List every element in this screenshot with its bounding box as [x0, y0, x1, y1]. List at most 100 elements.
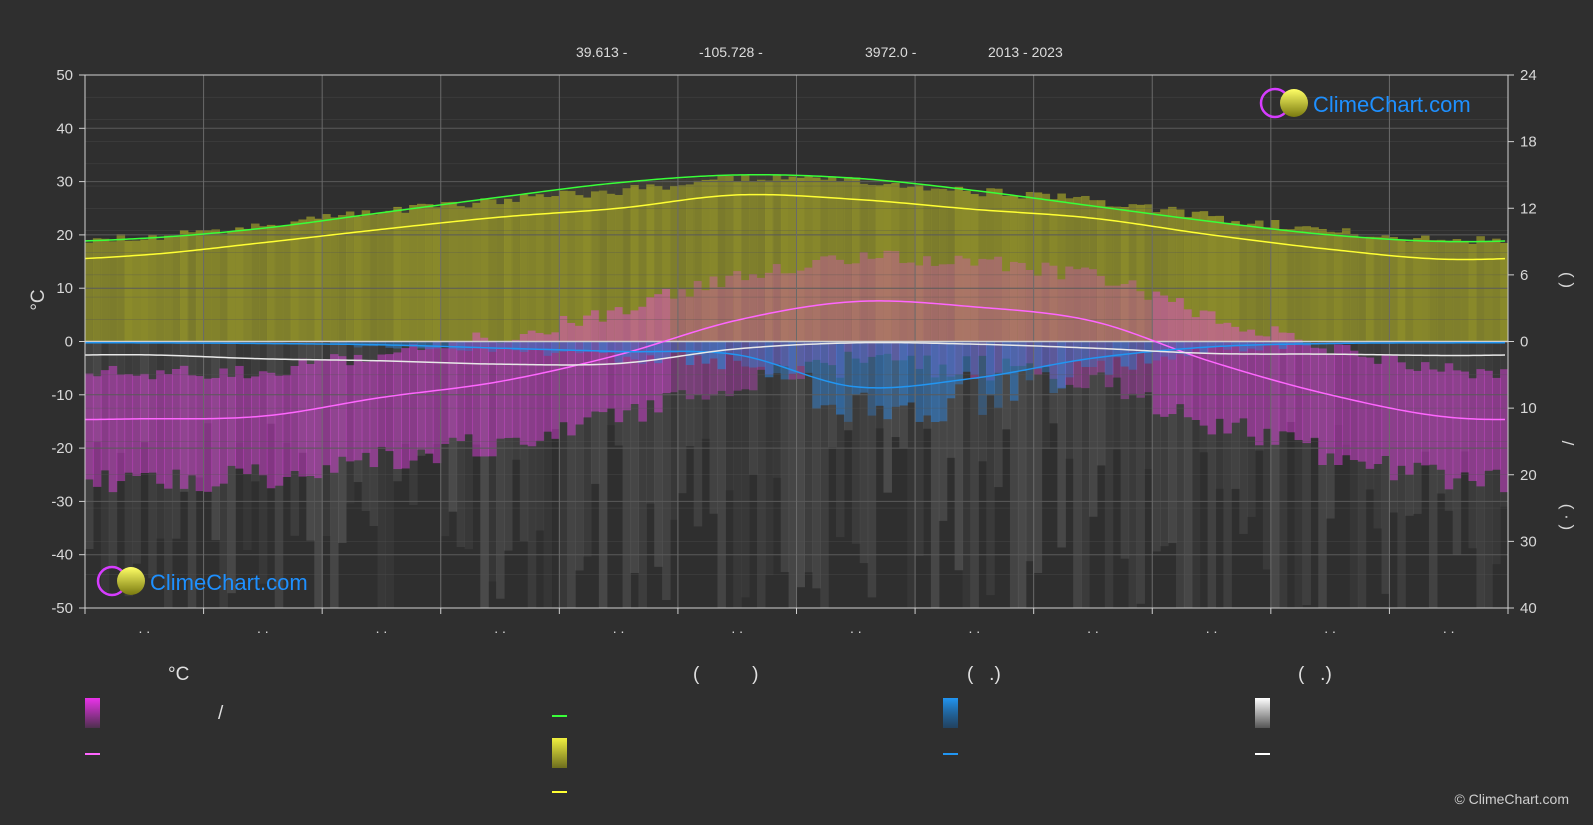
rain-bar: [1270, 341, 1280, 345]
precip-texture-bar: [994, 341, 1003, 488]
precip-texture-bar: [1373, 341, 1383, 529]
rain-bar: [1215, 341, 1224, 347]
precip-texture-bar: [401, 341, 410, 444]
precip-texture-bar: [1136, 341, 1145, 604]
temp-range-bar: [1341, 344, 1351, 456]
precip-texture-bar: [1144, 341, 1153, 470]
header-longitude: -105.728 -: [699, 44, 763, 60]
temp-range-bar: [1373, 363, 1383, 465]
sunshine-bar: [883, 184, 892, 342]
temp-range-bar: [899, 263, 908, 361]
precip-texture-bar: [1199, 341, 1209, 453]
temp-range-bar: [630, 310, 639, 405]
sunshine-bar: [1310, 227, 1319, 342]
sunshine-bar: [100, 238, 110, 342]
temp-range-bar: [780, 273, 790, 367]
sunshine-bar: [1413, 238, 1422, 342]
rain-bar: [986, 341, 995, 396]
precip-texture-bar: [662, 341, 671, 601]
rain-bar: [1136, 341, 1145, 353]
temp-range-bar: [1191, 317, 1201, 421]
precip-texture-bar: [258, 341, 268, 584]
temp-range-bar: [1199, 310, 1209, 426]
rain-bar: [836, 341, 845, 415]
sunshine-bar: [1002, 195, 1011, 342]
legend-sun-header: ( ): [693, 664, 759, 685]
sunshine-bar: [756, 179, 766, 342]
precip-texture-bar: [211, 341, 220, 541]
logo-text: ClimeChart.com: [1313, 92, 1471, 117]
temp-range-bar: [606, 310, 616, 409]
precip-texture-bar: [1191, 341, 1201, 608]
sunshine-bar: [1168, 206, 1177, 342]
sunshine-bar: [1302, 226, 1311, 342]
sunshine-bar: [1278, 229, 1288, 342]
temp-range-bar: [1152, 291, 1161, 415]
temp-range-bar: [1452, 370, 1462, 479]
sunshine-bar: [693, 180, 703, 342]
rain-bar: [527, 341, 537, 349]
temp-range-bar: [867, 258, 877, 357]
temp-range-bar: [1484, 370, 1493, 471]
sunshine-bar: [1144, 204, 1153, 342]
sunshine-bar: [1500, 242, 1508, 342]
precip-texture-bar: [503, 341, 513, 551]
sunshine-bar: [1357, 237, 1367, 342]
precip-texture-bar: [583, 341, 592, 557]
sunshine-bar: [1065, 198, 1074, 342]
rain-bar: [567, 341, 576, 351]
sunshine-bar: [156, 239, 165, 342]
precip-texture-bar: [646, 341, 655, 504]
sunshine-bar: [306, 216, 315, 342]
sunshine-bar: [1025, 191, 1035, 342]
sunshine-bar: [1444, 240, 1454, 342]
x-tick-label: . .: [494, 620, 506, 636]
temp-range-bar: [156, 370, 165, 484]
rain-bar: [456, 341, 466, 351]
temp-range-bar: [361, 361, 371, 453]
sunshine-bar: [1207, 216, 1217, 342]
sunshine-bar: [377, 212, 387, 342]
sunshine-bar: [590, 191, 600, 342]
sunshine-bar: [282, 225, 292, 342]
sunshine-bar: [1389, 237, 1398, 342]
precip-texture-bar: [891, 341, 900, 438]
temp-range-bar: [875, 258, 885, 356]
temp-range-bar: [195, 376, 205, 492]
legend-temp-header: °C: [168, 664, 190, 685]
precip-texture-bar: [298, 341, 307, 453]
sunshine-bar: [820, 179, 829, 342]
sunshine-bar: [978, 196, 987, 342]
rain-bar: [535, 341, 545, 349]
precip-texture-bar: [290, 341, 300, 536]
temp-range-bar: [124, 374, 134, 473]
sunshine-bar: [1073, 196, 1082, 342]
rain-bar: [464, 341, 473, 351]
precip-texture-bar: [140, 341, 149, 443]
copyright: © ClimeChart.com: [1454, 791, 1569, 807]
temp-range-bar: [1160, 295, 1169, 417]
rain-bar: [345, 341, 355, 345]
precip-texture-bar: [915, 341, 924, 557]
precip-texture-bar: [1326, 341, 1335, 519]
precip-texture-bar: [741, 341, 750, 598]
temp-range-bar: [1413, 370, 1422, 463]
sunshine-bar: [559, 190, 568, 342]
temp-range-bar: [1112, 285, 1122, 378]
sunshine-bar: [891, 183, 900, 342]
precip-texture-bar: [1334, 341, 1343, 426]
temp-range-bar: [670, 298, 679, 393]
precip-texture-bar: [1341, 341, 1351, 445]
rain-bar: [622, 341, 632, 357]
rain-bar: [1096, 341, 1106, 361]
sunshine-bar: [630, 184, 639, 342]
rain-bar: [1002, 341, 1011, 375]
rain-bar: [954, 341, 964, 385]
sunshine-bar: [314, 218, 323, 342]
temp-range-bar: [725, 275, 734, 397]
temp-range-bar: [116, 374, 126, 482]
left-tick-label: -50: [51, 600, 73, 617]
sunshine-bar: [788, 176, 798, 342]
temp-range-bar: [946, 264, 956, 377]
rain-bar: [733, 341, 742, 361]
